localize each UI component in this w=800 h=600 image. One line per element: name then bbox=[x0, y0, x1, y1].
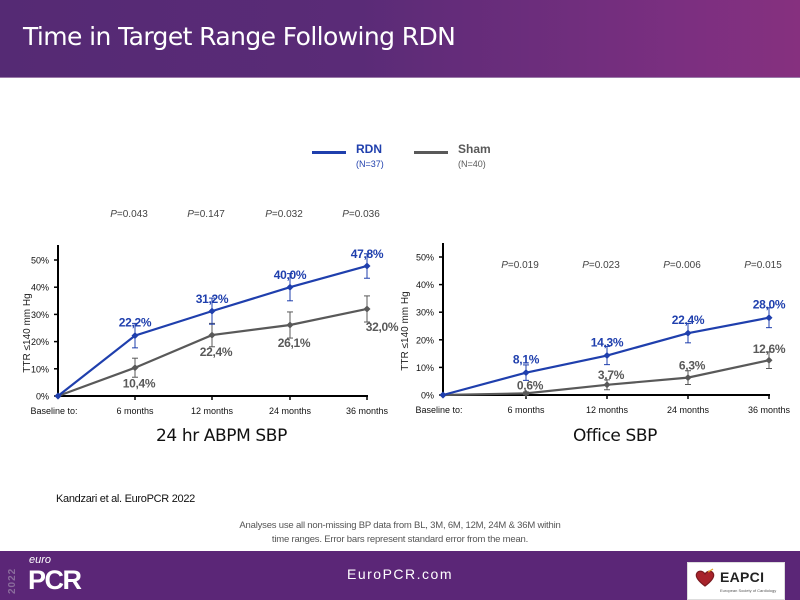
p-value-office: P=0.006 bbox=[663, 260, 701, 271]
p-value-abpm: P=0.032 bbox=[265, 209, 303, 220]
data-label-sham-office: 0,6% bbox=[517, 378, 544, 392]
data-label-rdn-office: 14,3% bbox=[591, 336, 624, 350]
citation: Kandzari et al. EuroPCR 2022 bbox=[56, 493, 195, 505]
data-label-sham-office: 12,6% bbox=[753, 342, 786, 356]
footnote-line-1: Analyses use all non-missing BP data fro… bbox=[239, 520, 561, 531]
data-point-sham-abpm bbox=[286, 321, 294, 329]
data-point-rdn-office bbox=[603, 352, 611, 360]
data-point-sham-abpm bbox=[208, 331, 216, 339]
chart-title-abpm: 24 hr ABPM SBP bbox=[156, 426, 287, 446]
y-tick-label-office: 20% bbox=[416, 335, 434, 345]
eapci-subtitle: European Society of Cardiology bbox=[720, 588, 777, 593]
heart-icon bbox=[695, 568, 715, 587]
x-tick-label-abpm: 36 months bbox=[346, 406, 389, 416]
chart-legend: RDN (N=37) Sham (N=40) bbox=[312, 141, 532, 175]
y-tick-label-office: 10% bbox=[416, 363, 434, 373]
data-point-rdn-office bbox=[684, 329, 692, 337]
data-label-sham-abpm: 32,0% bbox=[366, 320, 399, 334]
y-tick-label-abpm: 40% bbox=[31, 283, 49, 293]
legend-line-sham bbox=[414, 151, 448, 154]
eapci-name: EAPCI bbox=[720, 569, 765, 585]
data-point-sham-office bbox=[603, 381, 611, 389]
legend-n-rdn: (N=37) bbox=[356, 159, 384, 169]
footer-url[interactable]: EuroPCR.com bbox=[347, 566, 453, 582]
europcr-logo: PCR bbox=[28, 565, 82, 595]
y-tick-label-abpm: 30% bbox=[31, 310, 49, 320]
data-point-rdn-office bbox=[765, 314, 773, 322]
data-label-sham-office: 6,3% bbox=[679, 359, 706, 373]
data-point-sham-office bbox=[522, 389, 530, 397]
data-point-sham-office bbox=[684, 374, 692, 382]
y-axis-label-office: TTR ≤140 mm Hg bbox=[400, 291, 411, 370]
data-point-sham-abpm bbox=[131, 364, 139, 372]
data-label-sham-abpm: 26,1% bbox=[278, 336, 311, 350]
data-point-rdn-abpm bbox=[208, 307, 216, 315]
chart-title-office: Office SBP bbox=[573, 426, 657, 446]
x-tick-label-office: 6 months bbox=[507, 405, 545, 415]
legend-line-rdn bbox=[312, 151, 346, 154]
y-axis-label-abpm: TTR ≤140 mm Hg bbox=[22, 293, 33, 372]
y-tick-label-office: 0% bbox=[421, 391, 434, 401]
y-tick-label-office: 30% bbox=[416, 308, 434, 318]
data-label-rdn-abpm: 40,0% bbox=[274, 268, 307, 282]
data-label-rdn-office: 8,1% bbox=[513, 353, 540, 367]
data-point-sham-abpm bbox=[363, 305, 371, 313]
y-tick-label-abpm: 50% bbox=[31, 256, 49, 266]
p-value-office: P=0.015 bbox=[744, 260, 782, 271]
footnote: Analyses use all non-missing BP data fro… bbox=[220, 519, 580, 547]
data-point-rdn-abpm bbox=[286, 283, 294, 291]
footnote-line-2: time ranges. Error bars represent standa… bbox=[271, 534, 529, 545]
y-tick-label-office: 50% bbox=[416, 253, 434, 263]
x-tick-label-office: 24 months bbox=[667, 405, 710, 415]
data-point-rdn-office bbox=[439, 391, 447, 399]
y-tick-label-office: 40% bbox=[416, 280, 434, 290]
data-label-rdn-abpm: 47,8% bbox=[351, 247, 384, 261]
data-point-sham-office bbox=[765, 356, 773, 364]
slide-title: Time in Target Range Following RDN bbox=[23, 22, 456, 51]
x-tick-label-office: Baseline to: bbox=[415, 405, 462, 415]
p-value-abpm: P=0.043 bbox=[110, 209, 148, 220]
legend-n-sham: (N=40) bbox=[458, 159, 486, 169]
y-tick-label-abpm: 10% bbox=[31, 364, 49, 374]
data-label-rdn-office: 28,0% bbox=[753, 298, 786, 312]
x-tick-label-office: 12 months bbox=[586, 405, 629, 415]
x-tick-label-abpm: 24 months bbox=[269, 406, 312, 416]
y-tick-label-abpm: 0% bbox=[36, 392, 49, 402]
p-value-abpm: P=0.147 bbox=[187, 209, 225, 220]
data-point-rdn-abpm bbox=[131, 332, 139, 340]
footer-bar: 2022 euro PCR EuroPCR.com EAPCI European… bbox=[0, 551, 800, 600]
y-tick-label-abpm: 20% bbox=[31, 337, 49, 347]
data-label-rdn-abpm: 31,2% bbox=[196, 292, 229, 306]
data-point-rdn-office bbox=[522, 369, 530, 377]
legend-label-rdn: RDN bbox=[356, 142, 382, 156]
data-label-rdn-office: 22,4% bbox=[672, 313, 705, 327]
legend-label-sham: Sham bbox=[458, 142, 491, 156]
data-label-sham-abpm: 10,4% bbox=[123, 377, 156, 391]
data-label-sham-abpm: 22,4% bbox=[200, 345, 233, 359]
p-value-office: P=0.019 bbox=[501, 260, 539, 271]
x-tick-label-abpm: 12 months bbox=[191, 406, 234, 416]
charts-canvas: 0% 10% 20% 30% 40% 50% Baseline to: 6 months 12 … bbox=[22, 209, 791, 416]
data-label-rdn-abpm: 22,2% bbox=[119, 316, 152, 330]
data-label-sham-office: 3,7% bbox=[598, 368, 625, 382]
data-point-rdn-abpm bbox=[363, 262, 371, 270]
p-value-abpm: P=0.036 bbox=[342, 209, 380, 220]
logo-euro: euro bbox=[29, 554, 52, 566]
x-tick-label-abpm: Baseline to: bbox=[30, 406, 77, 416]
x-tick-label-abpm: 6 months bbox=[116, 406, 154, 416]
eapci-logo: EAPCI European Society of Cardiology bbox=[687, 562, 785, 600]
data-point-rdn-abpm bbox=[54, 392, 62, 400]
p-value-office: P=0.023 bbox=[582, 260, 620, 271]
x-tick-label-office: 36 months bbox=[748, 405, 791, 415]
header-bar: Time in Target Range Following RDN bbox=[0, 0, 800, 78]
